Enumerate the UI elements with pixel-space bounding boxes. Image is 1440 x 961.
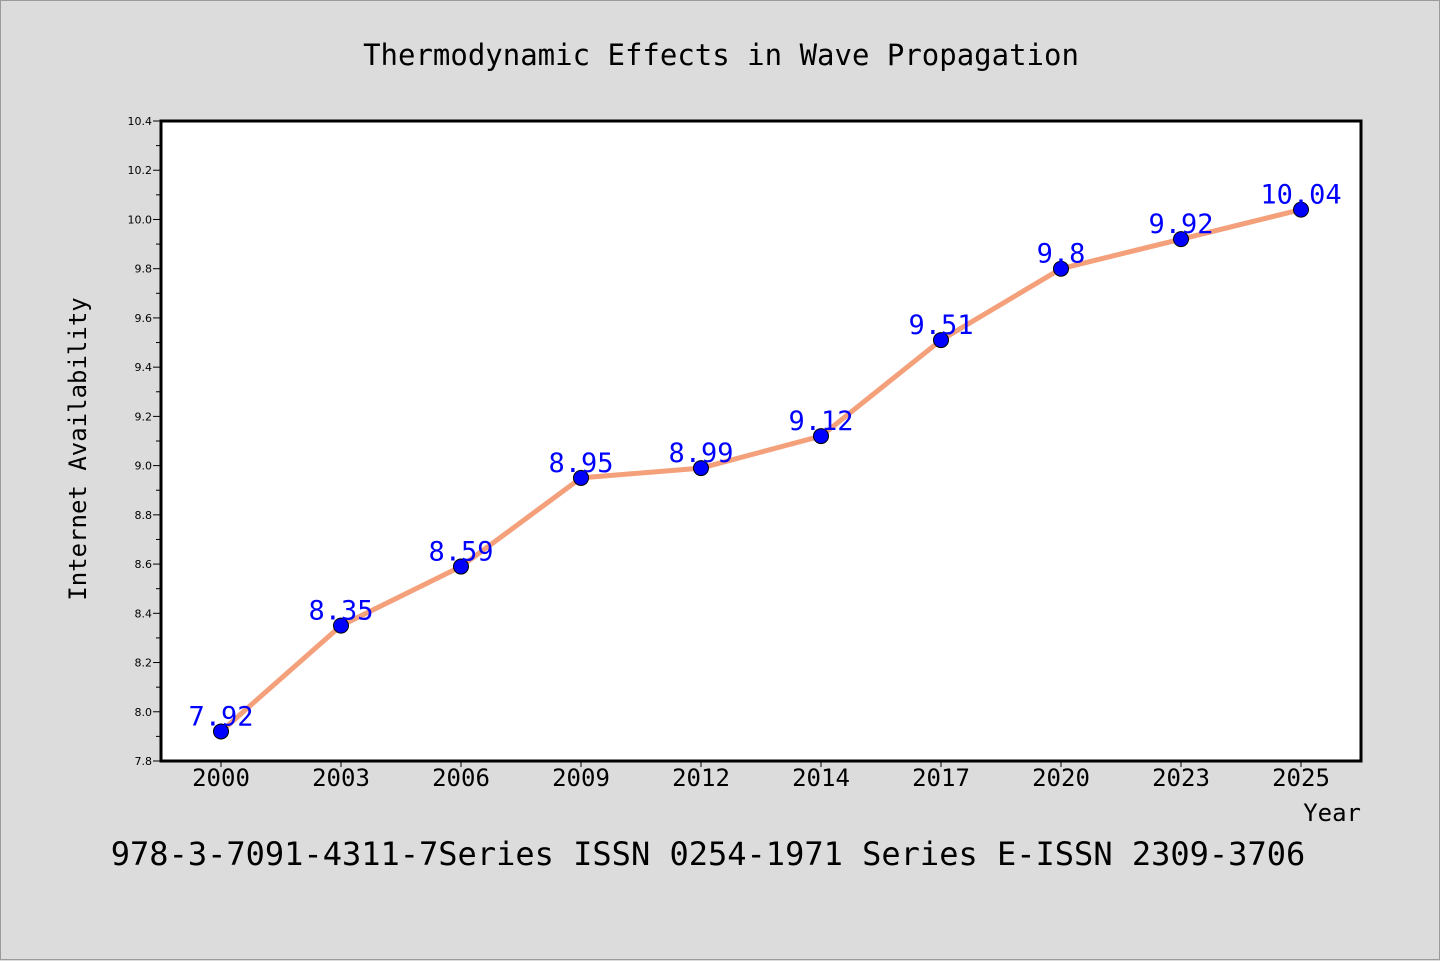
y-tick-label: 8.4 <box>135 607 153 620</box>
x-tick-label: 2023 <box>1152 764 1210 792</box>
plot-area <box>159 119 1363 763</box>
isbn-footer: 978-3-7091-4311-7Series ISSN 0254-1971 S… <box>111 835 1305 873</box>
y-tick-label: 8.6 <box>135 558 153 571</box>
series-layer <box>213 201 1309 740</box>
y-axis-ticks: 7.8 8.0 8.2 8.4 8.6 8.8 9.0 9.2 9.4 9.6 9.8 10.0 10.… <box>128 115 161 768</box>
x-tick-label: 2017 <box>912 764 970 792</box>
x-tick-label: 2009 <box>552 764 610 792</box>
data-point <box>333 617 349 634</box>
data-label: 9.8 <box>1037 239 1086 270</box>
y-tick-label: 9.0 <box>135 460 153 473</box>
data-point <box>813 428 829 445</box>
y-tick-label: 8.2 <box>135 657 153 670</box>
y-tick-label: 8.8 <box>135 509 153 522</box>
y-tick-label: 7.8 <box>135 755 153 768</box>
data-point <box>693 460 709 477</box>
x-tick-label: 2012 <box>672 764 730 792</box>
chart-title: Thermodynamic Effects in Wave Propagatio… <box>363 38 1079 72</box>
data-point <box>573 469 589 486</box>
y-tick-label: 9.2 <box>135 410 153 423</box>
data-label: 8.59 <box>428 537 493 568</box>
data-point <box>213 723 229 740</box>
x-tick-label: 2025 <box>1272 764 1330 792</box>
y-tick-label: 9.8 <box>135 263 153 276</box>
data-label: 10.04 <box>1260 180 1341 211</box>
data-point <box>1293 201 1309 218</box>
x-axis-ticks: 2000 2003 2006 2009 2012 2014 2017 2020 2023 2025 <box>192 761 1330 792</box>
x-tick-label: 2014 <box>792 764 850 792</box>
y-axis-label: Internet Availability <box>64 297 92 600</box>
data-label: 8.35 <box>308 596 373 627</box>
data-point <box>1053 260 1069 277</box>
x-tick-label: 2000 <box>192 764 250 792</box>
series-line <box>218 207 1304 734</box>
x-tick-label: 2020 <box>1032 764 1090 792</box>
y-tick-label: 9.6 <box>135 312 153 325</box>
data-point <box>933 332 949 349</box>
data-point <box>453 558 469 575</box>
data-label: 8.95 <box>548 448 613 479</box>
data-label: 9.51 <box>908 310 973 341</box>
data-label: 7.92 <box>188 701 253 732</box>
y-tick-label: 10.4 <box>128 115 153 128</box>
y-tick-label: 9.4 <box>135 361 153 374</box>
x-axis-label: Year <box>1303 799 1361 827</box>
y-tick-label: 10.0 <box>128 213 153 226</box>
x-tick-label: 2006 <box>432 764 490 792</box>
data-point <box>1173 231 1189 248</box>
data-label: 9.12 <box>788 406 853 437</box>
x-tick-label: 2003 <box>312 764 370 792</box>
y-tick-label: 10.2 <box>128 164 153 177</box>
data-labels: 7.92 8.35 8.59 8.95 8.99 9.12 9.51 9.8 9.92 10.04 <box>188 180 1341 733</box>
y-tick-label: 8.0 <box>135 706 153 719</box>
data-label: 8.99 <box>668 438 733 469</box>
data-label: 9.92 <box>1148 209 1213 240</box>
